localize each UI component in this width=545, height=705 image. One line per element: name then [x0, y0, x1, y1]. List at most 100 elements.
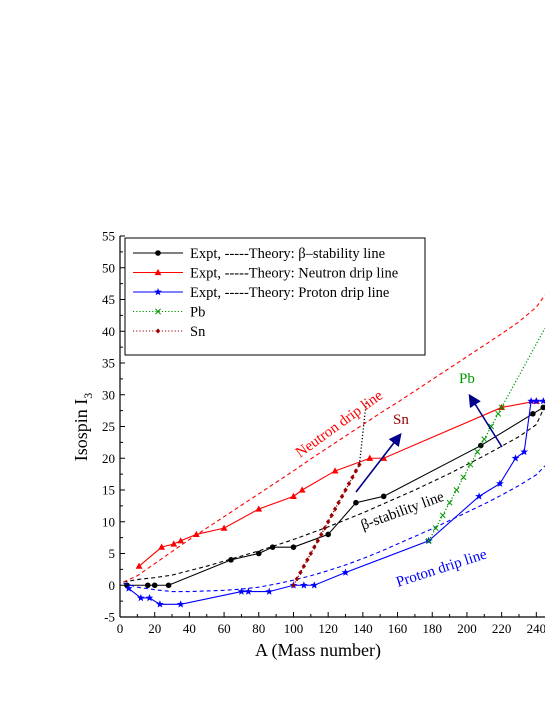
data-point: [308, 550, 314, 557]
data-point: [291, 582, 296, 588]
data-point: [520, 447, 528, 456]
x-tick-label: 80: [252, 621, 265, 636]
sn-annotation: Sn: [393, 412, 409, 428]
x-tick-label: 20: [148, 621, 161, 636]
data-point: [165, 582, 172, 589]
series-pb-extrapolation: [501, 327, 545, 408]
data-point: [532, 397, 541, 405]
series-stability-line-expt: [124, 404, 545, 589]
y-tick-label: 25: [102, 419, 115, 434]
pb-arrow: [468, 393, 503, 448]
data-point: [156, 600, 164, 608]
data-point: [312, 544, 317, 550]
data-point: [151, 582, 158, 589]
neutron-drip-line-annotation: Neutron drip line: [293, 387, 386, 461]
legend-label: Expt, -----Theory: Neutron drip line: [190, 266, 398, 282]
legend-label: Sn: [190, 324, 206, 340]
data-point: [432, 525, 439, 532]
data-point: [453, 487, 460, 493]
sn-arrow: [355, 432, 402, 493]
data-point: [301, 563, 307, 569]
data-point: [220, 524, 228, 531]
data-point: [237, 587, 246, 595]
series-sn-extrapolation: [358, 401, 367, 465]
series-pb: [425, 404, 505, 544]
data-point: [294, 576, 300, 582]
data-point: [322, 525, 327, 531]
data-point: [145, 593, 154, 602]
data-point: [495, 410, 502, 417]
series-sn: [291, 462, 362, 588]
data-point: [380, 493, 387, 500]
legend-label: Expt, -----Theory: β–stability line: [190, 246, 385, 262]
axes: 0 20 40 60 80 100 120 140 160 180 200 220 240-505101…: [71, 229, 545, 661]
proton-drip-line-annotation: Proton drip line: [394, 546, 489, 590]
data-point: [319, 531, 324, 538]
data-point: [177, 537, 185, 544]
data-point: [439, 512, 446, 519]
data-point: [298, 569, 303, 576]
legend-swatch-marker: [154, 268, 162, 276]
data-point: [310, 581, 319, 589]
data-point: [325, 531, 331, 538]
data-point: [176, 600, 185, 608]
beta-stability-line-annotation: β-stability line: [359, 489, 447, 534]
data-point: [325, 519, 331, 525]
annotations: Neutron drip line β-stability line Proto…: [293, 371, 503, 591]
y-tick-label: 35: [102, 356, 115, 371]
y-tick-label: 5: [109, 546, 116, 561]
x-tick-label: 40: [183, 621, 196, 636]
x-tick-label: 60: [218, 621, 231, 636]
data-point: [527, 397, 535, 405]
y-tick-label: 30: [102, 387, 115, 402]
y-tick-label: 20: [102, 451, 115, 466]
x-tick-label: 220: [492, 621, 512, 636]
legend-swatch-marker: [154, 288, 162, 296]
data-point: [481, 436, 488, 443]
data-point: [331, 467, 339, 474]
data-point: [353, 499, 359, 506]
y-axis-title: Isospin I3: [71, 393, 95, 462]
data-point: [350, 474, 355, 480]
data-point: [144, 582, 151, 589]
data-point: [124, 584, 133, 592]
data-point: [425, 537, 432, 544]
data-point: [460, 474, 467, 481]
legend: Expt, -----Theory: β–stability line Expt,…: [124, 237, 426, 356]
series-line: [428, 407, 503, 542]
y-tick-label: 45: [102, 292, 115, 307]
data-point: [305, 557, 310, 563]
series-line: [123, 405, 545, 583]
series-line: [501, 327, 545, 408]
data-point: [530, 411, 536, 417]
legend-swatch-marker: [155, 250, 161, 256]
data-point: [366, 454, 374, 461]
y-tick-label: 40: [102, 324, 115, 339]
data-point: [446, 499, 453, 506]
x-axis-title: A (Mass number): [255, 640, 381, 661]
legend-label: Pb: [190, 305, 205, 321]
x-tick-label: 140: [353, 621, 373, 636]
x-tick-label: 240: [527, 621, 545, 636]
data-point: [255, 550, 262, 557]
legend-swatch-marker: [155, 308, 161, 315]
legend-swatch-marker: [155, 328, 161, 334]
data-point: [357, 462, 362, 468]
data-point: [353, 468, 359, 474]
series-proton-drip-line-theory: [123, 465, 545, 593]
data-point: [290, 492, 297, 499]
data-point: [158, 543, 166, 550]
data-point: [539, 397, 545, 405]
data-point: [290, 544, 297, 550]
data-point: [315, 538, 320, 544]
pb-annotation: Pb: [459, 371, 475, 387]
data-point: [329, 512, 334, 518]
y-tick-label: 55: [102, 229, 115, 244]
data-point: [336, 500, 341, 506]
x-tick-label: 200: [457, 621, 477, 636]
data-point: [339, 493, 345, 499]
data-point: [255, 505, 263, 512]
data-point: [341, 568, 350, 576]
data-point: [135, 562, 143, 569]
